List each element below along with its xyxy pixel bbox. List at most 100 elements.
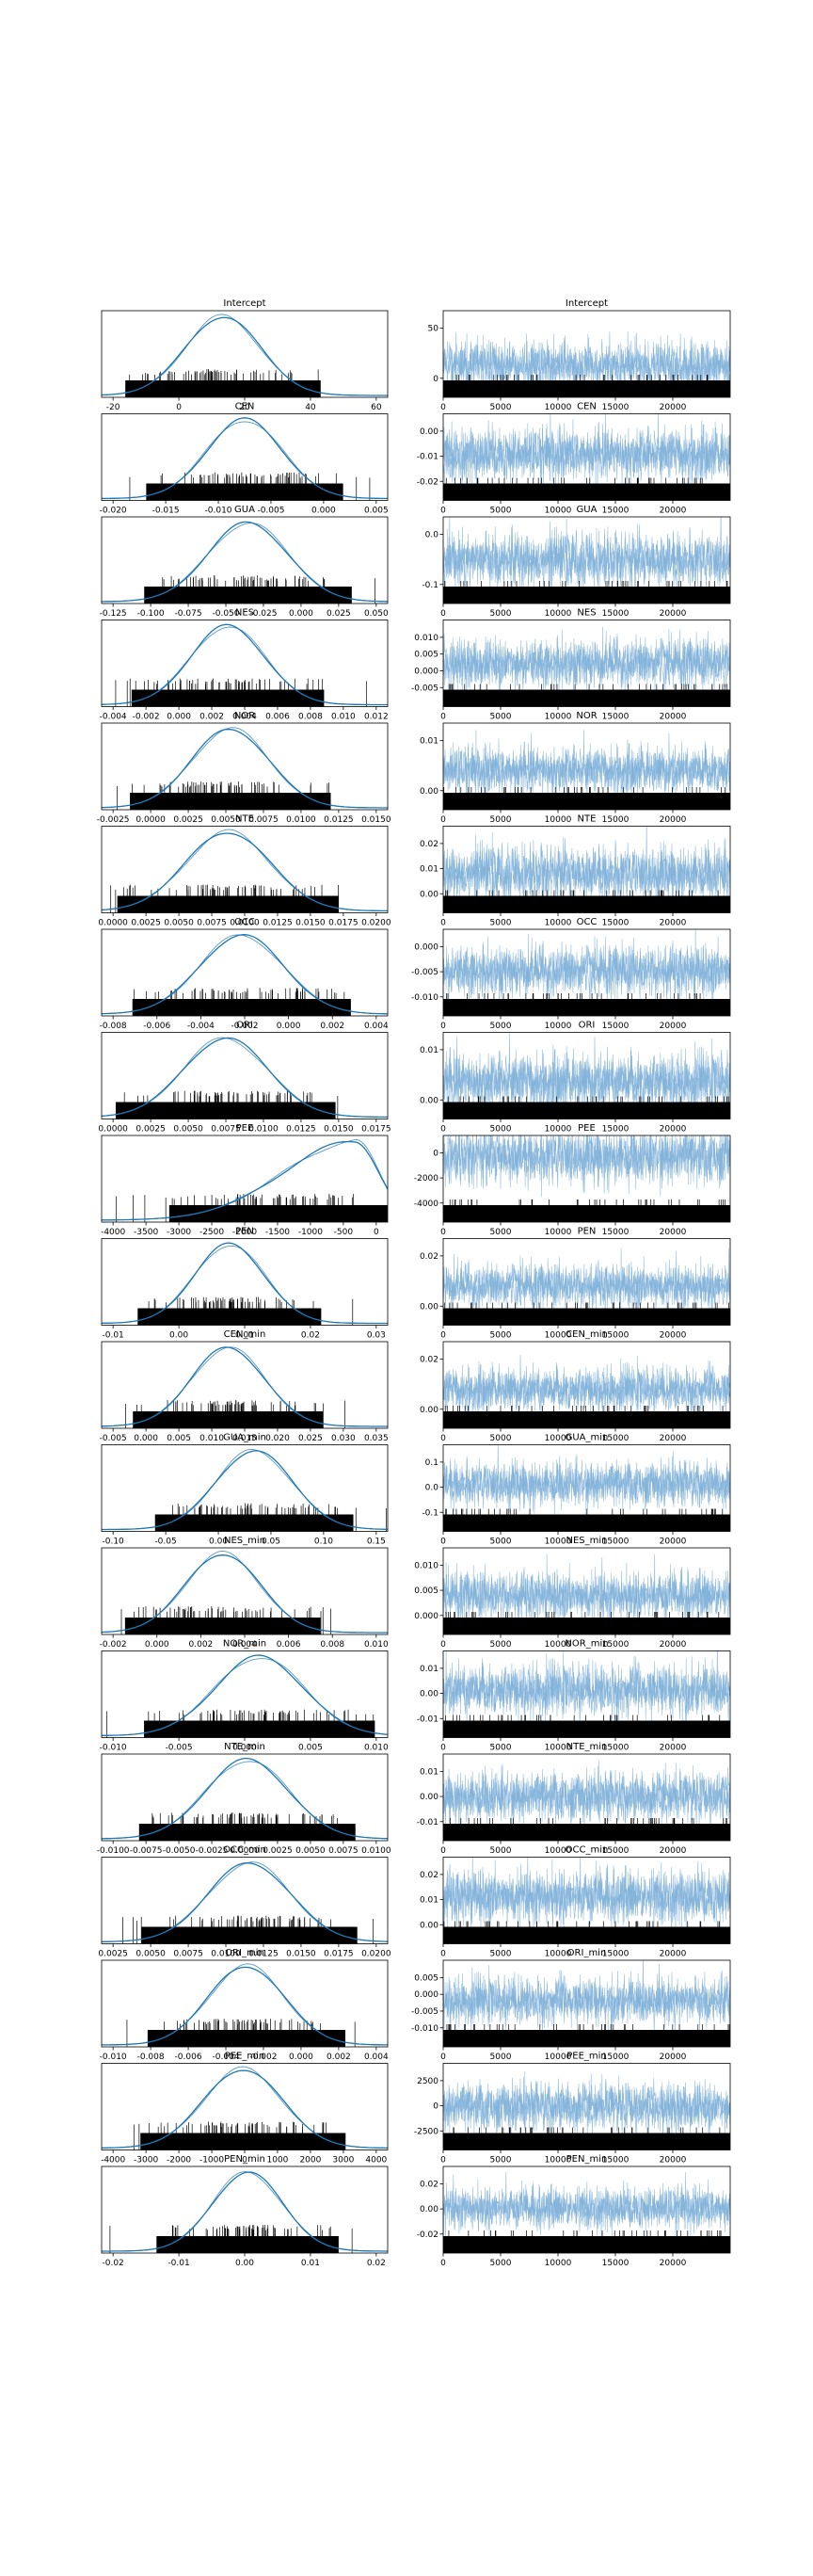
density-curve [102, 2171, 388, 2252]
x-tick-label: 0.002 [189, 1640, 214, 1650]
x-tick-label: 0.002 [320, 1022, 344, 1031]
y-tick-label: -0.1 [422, 581, 438, 590]
density-plot-area [102, 829, 388, 913]
x-tick-label: 20000 [660, 2259, 687, 2268]
axes-frame [442, 413, 731, 501]
x-tick-label: -0.0025 [97, 815, 130, 825]
y-tick-label: 50 [428, 324, 439, 333]
x-tick-label: 10000 [545, 1434, 572, 1443]
trace-plot-area [443, 330, 730, 397]
rug-band [141, 1926, 358, 1944]
x-tick-label: 20000 [660, 2053, 687, 2062]
x-tick-label: 0.10 [314, 1538, 333, 1547]
axes-frame [442, 1547, 731, 1635]
x-tick-label: -500 [334, 1228, 354, 1237]
density-plot-area [102, 2066, 388, 2150]
density-panel-ori: ORI 0.0000 0.0025 0.0050 0.0075 0.0100 0.0125 0… [98, 1021, 391, 1135]
x-tick-label: 5000 [490, 1228, 512, 1237]
trace-line [443, 929, 730, 1013]
x-tick-label: -2000 [232, 1228, 257, 1237]
x-tick-label: 10000 [545, 1538, 572, 1547]
x-tick-label: 15000 [602, 507, 630, 516]
x-tick-label: 0.035 [364, 1434, 389, 1443]
x-tick-label: 0 [176, 403, 182, 412]
y-tick-label: 0 [433, 375, 438, 384]
trace-panel-gua_min: GUA_min -0.1 0.0 0.1 0 5000 10000 15000 20000 [422, 1433, 731, 1547]
x-tick-label: 0 [440, 815, 446, 825]
x-tick-label: -0.050 [213, 609, 240, 619]
x-tick-label: 10000 [545, 1228, 572, 1237]
axes-frame [442, 2063, 731, 2150]
x-tick-label: 0.000 [289, 609, 313, 619]
x-tick-label: 20000 [660, 1331, 687, 1341]
trace-plot-area [443, 730, 730, 810]
trace-panel-cen: CEN -0.02 -0.01 0.00 0 5000 10000 15000 20000 [417, 402, 731, 516]
axes-frame [442, 1135, 731, 1223]
trace-rug-band [443, 999, 730, 1016]
x-tick-label: 0.0000 [136, 815, 166, 825]
trace-title: CEN_min [566, 1329, 608, 1340]
x-tick-label: 20000 [660, 507, 687, 516]
y-tick-label: 0.02 [420, 2180, 438, 2189]
x-tick-label: -0.006 [175, 2053, 202, 2062]
x-tick-label: 20 [239, 403, 250, 412]
trace-line [443, 2070, 730, 2146]
x-tick-label: 0.030 [331, 1434, 356, 1443]
x-tick-label: 0.005 [298, 1744, 323, 1753]
trace-panel-pen_min: PEN_min -0.02 0.00 0.02 0 5000 10000 15000 20000 [417, 2154, 731, 2268]
x-tick-label: 0.0075 [197, 919, 227, 928]
x-tick-label: 0.0050 [136, 1950, 166, 1959]
axes-frame [442, 722, 731, 811]
trace-plot-area [443, 1760, 730, 1841]
x-tick-label: 0.0200 [361, 1950, 391, 1959]
trace-line [443, 1760, 730, 1832]
x-tick-label: 20000 [660, 1744, 687, 1753]
rug-band [133, 1411, 324, 1428]
trace-panel-ori_min: ORI_min -0.010 -0.005 0.000 0.005 0 5000 10000 1… [411, 1948, 731, 2062]
x-tick-label: 5000 [490, 1846, 512, 1856]
y-tick-label: 0.01 [420, 1046, 438, 1055]
x-tick-label: 0.000 [145, 1640, 169, 1650]
axes-frame [442, 1650, 731, 1738]
x-tick-label: 15000 [602, 2053, 630, 2062]
x-tick-label: 5000 [490, 1331, 512, 1341]
trace-rug-band [443, 2133, 730, 2150]
x-tick-label: 5000 [490, 919, 512, 928]
x-tick-label: 0.010 [364, 1640, 389, 1650]
axes-frame [442, 516, 731, 604]
y-tick-label: 0.000 [414, 1990, 438, 2000]
axes-frame [442, 1444, 731, 1532]
x-tick-label: 0 [440, 1744, 446, 1753]
x-tick-label: 20000 [660, 815, 687, 825]
trace-line [443, 826, 730, 913]
axes-frame [101, 1857, 389, 1944]
y-tick-label: 0.000 [414, 1612, 438, 1621]
trace-panel-pen: PEN 0.00 0.02 0 5000 10000 15000 20000 [420, 1227, 731, 1341]
y-tick-label: 0.02 [420, 1355, 438, 1364]
x-tick-label: 10000 [545, 1950, 572, 1959]
axes-frame [101, 1959, 389, 2048]
density-title: PEN [235, 1227, 254, 1237]
y-tick-label: 0.00 [420, 1690, 438, 1699]
trace-title: PEE [578, 1123, 596, 1134]
axes-frame [442, 928, 731, 1017]
x-tick-label: 0.010 [364, 1744, 389, 1753]
x-tick-label: 20000 [660, 1125, 687, 1135]
density-plot-area [102, 1449, 388, 1532]
density-panel-nes: NES -0.004 -0.002 0.000 0.002 0.004 0.006 0.008… [100, 608, 389, 722]
x-tick-label: -0.01 [103, 1331, 124, 1341]
density-plot-area [102, 1346, 388, 1428]
x-tick-label: 1000 [267, 2156, 289, 2165]
trace-title: PEN_min [566, 2154, 608, 2165]
x-tick-label: 0.0100 [248, 1125, 279, 1135]
density-title: OCC [234, 917, 255, 927]
rug-band [140, 2133, 346, 2150]
trace-plot-area [443, 1650, 730, 1738]
density-plot-area [102, 314, 388, 397]
y-tick-label: 0.0 [425, 1484, 439, 1493]
density-curve [102, 626, 388, 705]
x-tick-label: 5000 [490, 1434, 512, 1443]
density-panel-ori_min: ORI_min -0.010 -0.008 -0.006 -0.004 -0.002 0.0… [100, 1948, 389, 2062]
axes-frame [442, 1753, 731, 1842]
